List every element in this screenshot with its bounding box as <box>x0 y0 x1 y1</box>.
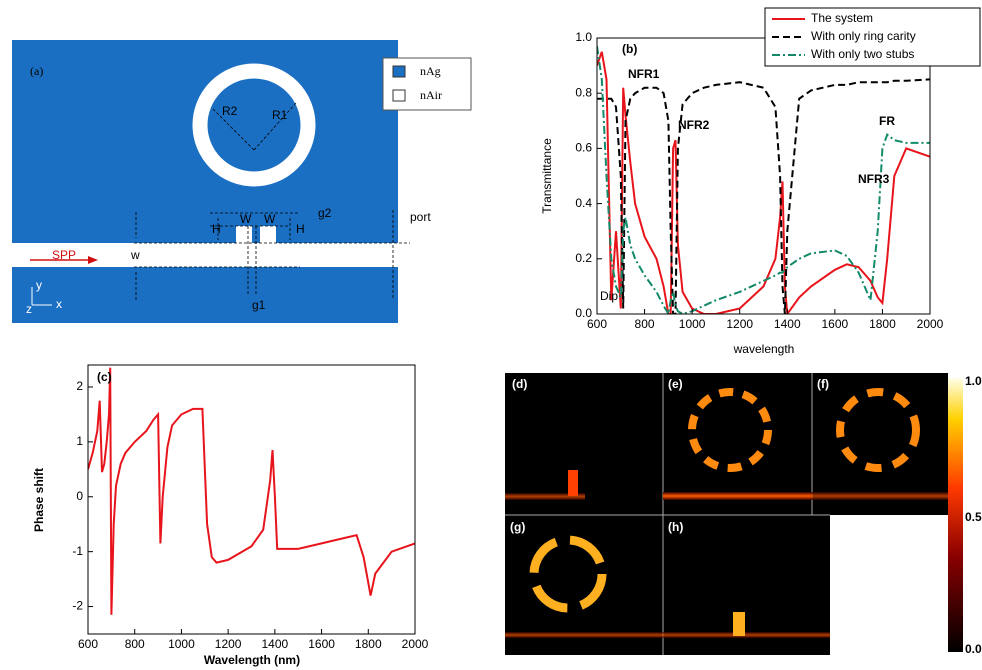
x-tick-label: 1400 <box>774 317 801 331</box>
label: SPP <box>52 248 76 262</box>
label: H <box>212 222 221 236</box>
colorbar-label: 1.0 <box>965 374 982 388</box>
label: g2 <box>318 206 332 220</box>
x-tick-label: 1800 <box>355 637 382 651</box>
y-tick-label: 0.8 <box>575 85 592 99</box>
label: H <box>296 222 305 236</box>
legend-label: With only ring carity <box>811 29 916 43</box>
field-maps: (d) (e) (f) (g) (h) 1.0 0.5 0.0 <box>505 373 982 656</box>
y-tick-label: 0.2 <box>575 251 592 265</box>
annotation: NFR2 <box>678 118 710 132</box>
field-guide <box>663 492 812 500</box>
x-tick-label: 600 <box>78 637 98 651</box>
label: W <box>264 212 276 226</box>
axis-label: z <box>26 302 32 316</box>
series-line <box>88 368 415 615</box>
annotation: FR <box>879 114 895 128</box>
label: R1 <box>272 108 288 122</box>
panel-label: (f) <box>817 377 829 391</box>
legend-label: The system <box>811 11 873 25</box>
plot-frame <box>88 365 415 634</box>
y-tick-label: 1 <box>76 434 83 448</box>
x-tick-label: 1200 <box>726 317 753 331</box>
y-axis-label: Transmittance <box>540 138 554 214</box>
stub <box>236 226 252 244</box>
label: g1 <box>252 298 266 312</box>
panel-label: (g) <box>510 520 525 534</box>
blank <box>830 515 948 655</box>
y-tick-label: 0.6 <box>575 141 592 155</box>
colorbar-label: 0.5 <box>965 510 982 524</box>
annotation: NFR3 <box>858 172 890 186</box>
legend-swatch <box>393 90 405 101</box>
legend-text: nAg <box>420 64 441 78</box>
colorbar-label: 0.0 <box>965 642 982 656</box>
label: w <box>130 248 140 262</box>
field-guide <box>663 632 830 638</box>
x-tick-label: 2000 <box>917 317 944 331</box>
panel-label: (c) <box>97 370 112 384</box>
annotation: Dip <box>600 289 618 303</box>
panel-label: (h) <box>668 520 683 534</box>
figure: (a) nAg nAir R2 R1 g2 W W H H w SPP port… <box>0 0 982 670</box>
x-tick-label: 1800 <box>869 317 896 331</box>
label: port <box>410 210 431 224</box>
legend-swatch <box>393 66 405 77</box>
x-axis-label: wavelength <box>733 342 795 356</box>
x-tick-label: 1000 <box>679 317 706 331</box>
page: (a) nAg nAir R2 R1 g2 W W H H w SPP port… <box>0 0 982 670</box>
y-tick-label: 0.0 <box>575 306 592 320</box>
silver-region <box>12 40 398 323</box>
panel-label: (d) <box>512 377 527 391</box>
field-stub <box>568 470 578 496</box>
x-tick-label: 1400 <box>262 637 289 651</box>
y-tick-label: 0.4 <box>575 196 592 210</box>
stub <box>260 226 276 244</box>
legend-label: With only two stubs <box>811 47 914 61</box>
x-tick-label: 800 <box>125 637 145 651</box>
annotation: NFR1 <box>628 67 660 81</box>
panel-label: (e) <box>668 377 683 391</box>
x-tick-label: 1600 <box>822 317 849 331</box>
y-tick-label: -1 <box>72 544 83 558</box>
field-guide <box>505 632 663 638</box>
field-guide <box>812 492 948 500</box>
x-tick-label: 1600 <box>308 637 335 651</box>
y-tick-label: -2 <box>72 599 83 613</box>
axis-label: y <box>36 278 42 292</box>
x-tick-label: 800 <box>635 317 655 331</box>
label: W <box>240 212 252 226</box>
schematic: (a) nAg nAir R2 R1 g2 W W H H w SPP port… <box>12 40 471 323</box>
y-axis-label: Phase shift <box>32 468 46 532</box>
x-tick-label: 1000 <box>168 637 195 651</box>
y-tick-label: 0 <box>76 489 83 503</box>
chart: 600 800 1000 1200 1400 1600 1800 2000 -2 -1 0 1 2 Wav… <box>32 365 428 667</box>
axis-label: x <box>56 297 62 311</box>
panel-label: (b) <box>622 42 637 56</box>
field-stub <box>733 612 745 636</box>
legend-text: nAir <box>420 88 442 102</box>
panel-label: (a) <box>30 64 43 78</box>
label: R2 <box>222 104 238 118</box>
x-tick-label: 1200 <box>215 637 242 651</box>
x-tick-label: 2000 <box>402 637 429 651</box>
y-tick-label: 1.0 <box>575 30 592 44</box>
x-axis-label: Wavelength (nm) <box>204 653 300 667</box>
y-tick-label: 2 <box>76 379 83 393</box>
colorbar <box>948 378 963 652</box>
